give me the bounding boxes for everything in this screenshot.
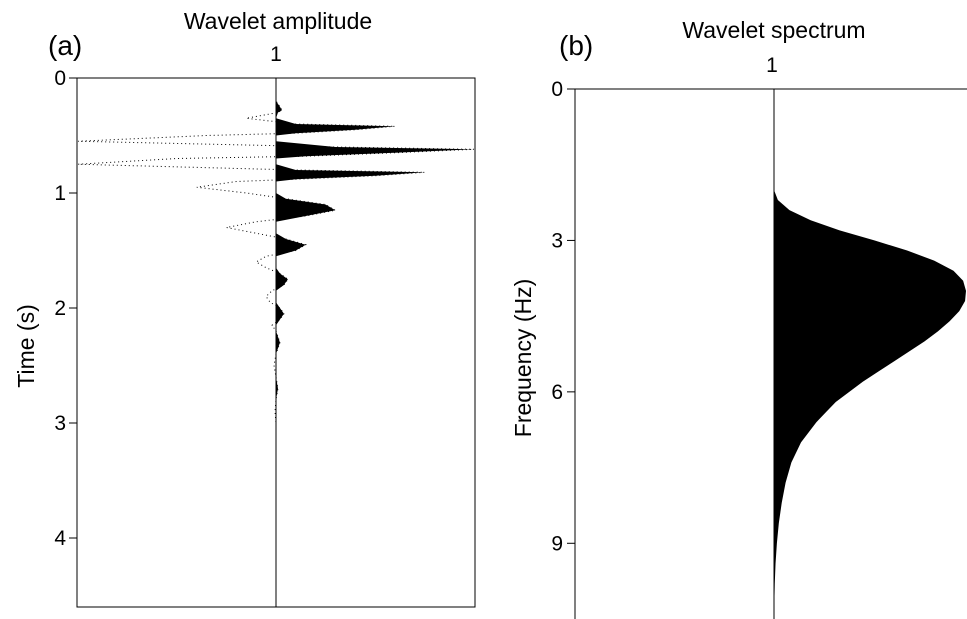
panel-a-y-tick-label: 3	[54, 412, 66, 435]
panel-a-title: Wavelet amplitude	[184, 8, 372, 34]
panel-b-spectrum-fill	[774, 89, 966, 619]
panel-b-label: (b)	[559, 30, 593, 61]
panel-b-y-axis-label: Frequency (Hz)	[510, 279, 536, 437]
panel-a-y-tick-label: 0	[54, 67, 66, 90]
panel-a-trace	[77, 78, 475, 607]
panel-a-y-tick-label: 2	[54, 297, 66, 320]
panel-a-y-tick-label: 4	[54, 527, 66, 550]
panel-a-label: (a)	[48, 30, 82, 61]
panel-a-y-ticks: 0 1 2 3 4	[54, 67, 77, 550]
panel-b-y-tick-label: 0	[551, 78, 563, 101]
panel-a-y-axis-label: Time (s)	[13, 304, 39, 387]
panel-b-y-tick-label: 6	[551, 381, 563, 404]
panel-b-y-tick-label: 3	[551, 229, 563, 252]
panel-a-x-tick-label: 1	[270, 43, 282, 66]
panel-a-positive-fill	[276, 78, 474, 607]
panel-a-y-tick-label: 1	[54, 182, 66, 205]
panel-b: (b) Wavelet spectrum 1 Frequency (Hz) 0 3…	[510, 17, 967, 619]
panel-a: (a) Wavelet amplitude 1 Time (s) 0 1 2 3 4	[13, 8, 476, 608]
panel-b-y-ticks: 0 3 6 9	[551, 78, 575, 555]
panel-a-trace-line	[77, 78, 475, 607]
panel-b-title: Wavelet spectrum	[682, 17, 865, 43]
panel-b-y-tick-label: 9	[551, 532, 563, 555]
panel-b-trace	[773, 89, 966, 619]
panel-b-x-tick-label: 1	[766, 54, 778, 77]
